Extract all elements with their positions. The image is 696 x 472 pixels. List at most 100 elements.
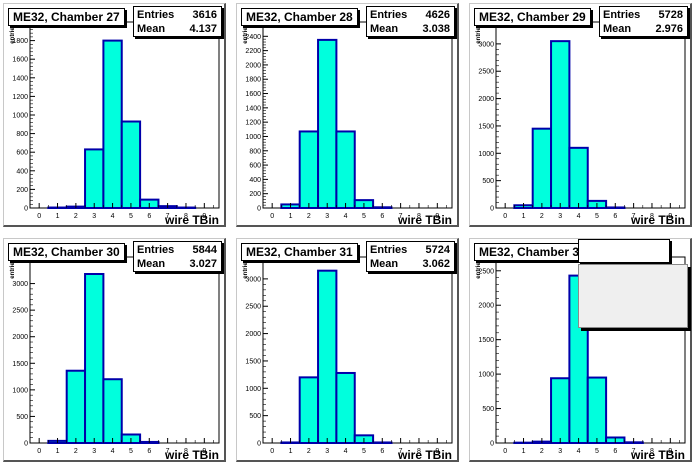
x-tick-label: 5: [362, 213, 366, 220]
stats-mean-row: Mean 3.038: [370, 22, 450, 36]
stats-entries-row: Entries 4626: [370, 8, 450, 23]
bar-bin-4: [335, 371, 356, 444]
bar-bin-2: [298, 376, 320, 444]
x-tick-label: 4: [577, 213, 581, 220]
x-tick-label: 5: [129, 448, 133, 455]
stats-mean-value: 3.038: [422, 23, 450, 35]
bar-bin-4: [102, 39, 123, 209]
x-tick-label: 8: [650, 213, 654, 220]
stats-entries-value: 5728: [658, 9, 683, 21]
stats-box: Entries 3616 Mean 4.137: [133, 6, 222, 37]
chart-title: ME32, Chamber 31: [241, 243, 358, 261]
chart-title: ME32, Chamber 28: [241, 8, 358, 26]
y-tick-label: 2500: [245, 304, 261, 311]
y-tick-label: 2000: [478, 96, 494, 103]
y-tick-label: 2000: [12, 334, 28, 341]
x-tick-label: 7: [399, 213, 403, 220]
x-tick-label: 8: [417, 448, 421, 455]
stats-mean-label: Mean: [137, 23, 166, 35]
stats-entries-label: Entries: [137, 9, 175, 21]
chart-title: ME32, Chamber 27: [8, 8, 125, 26]
y-tick-label: 2500: [12, 308, 28, 315]
pad-chamber-32: 0 500 1000 1500 2000 2500 0 1 2 3 4 5 6 7 8 9 wire TBin e…: [469, 238, 692, 462]
stats-mean-row: Mean 3.062: [370, 257, 450, 271]
x-axis-label: wire TBin: [164, 448, 219, 462]
bar-bin-2: [298, 130, 320, 209]
y-tick-label: 3000: [12, 281, 28, 288]
x-tick-label: 0: [270, 448, 274, 455]
x-tick-label: 1: [289, 448, 293, 455]
y-tick-label: 2500: [478, 268, 494, 275]
stats-mean-row: Mean 3.027: [137, 257, 217, 271]
x-tick-label: 9: [668, 213, 672, 220]
y-tick-label: 3000: [245, 276, 261, 283]
x-tick-label: 1: [522, 448, 526, 455]
x-tick-label: 7: [632, 448, 636, 455]
y-tick-label: 1000: [478, 372, 494, 379]
bar-bin-3: [84, 273, 105, 445]
y-tick-label: 1200: [12, 94, 28, 101]
stats-entries-row: Entries 5728: [603, 8, 683, 23]
y-tick-label: 500: [16, 414, 28, 421]
x-tick-label: 6: [613, 448, 617, 455]
y-tick-label: 1000: [478, 151, 494, 158]
x-tick-label: 1: [522, 213, 526, 220]
stats-box: Entries 5724 Mean 3.062: [366, 241, 455, 272]
x-tick-label: 9: [435, 213, 439, 220]
bar-bin-5: [120, 120, 142, 209]
y-tick-label: 600: [16, 150, 28, 157]
chart-title: ME32, Chamber 29: [474, 8, 591, 26]
x-tick-label: 3: [558, 213, 562, 220]
y-axis-label: entries: [243, 23, 249, 43]
y-tick-label: 2400: [245, 34, 261, 41]
x-tick-label: 3: [92, 448, 96, 455]
y-tick-label: 1200: [245, 120, 261, 127]
x-tick-label: 2: [74, 448, 78, 455]
bar-bin-3: [317, 38, 338, 210]
x-tick-label: 2: [307, 213, 311, 220]
x-tick-label: 6: [613, 213, 617, 220]
x-tick-label: 2: [74, 213, 78, 220]
y-tick-label: 2200: [245, 48, 261, 55]
x-tick-label: 4: [344, 213, 348, 220]
y-tick-label: 2000: [245, 331, 261, 338]
stats-entries-label: Entries: [370, 9, 408, 21]
y-tick-label: 1000: [245, 134, 261, 141]
x-tick-label: 7: [166, 213, 170, 220]
y-tick-label: 200: [249, 191, 261, 198]
bar-bin-5: [586, 376, 608, 444]
y-tick-label: 2000: [478, 303, 494, 310]
stats-entries-row: Entries 5724: [370, 243, 450, 258]
y-tick-label: 0: [24, 206, 28, 213]
x-axis-label: wire TBin: [164, 213, 219, 227]
x-tick-label: 3: [325, 213, 329, 220]
y-tick-label: 1000: [245, 386, 261, 393]
x-tick-label: 2: [540, 213, 544, 220]
x-tick-label: 2: [540, 448, 544, 455]
x-tick-label: 0: [503, 213, 507, 220]
bar-bin-4: [568, 146, 589, 210]
y-tick-label: 400: [16, 168, 28, 175]
x-tick-label: 4: [111, 213, 115, 220]
x-tick-label: 0: [37, 448, 41, 455]
bar-bin-3: [84, 148, 105, 210]
y-tick-label: 600: [249, 163, 261, 170]
pad-chamber-29: 0 500 1000 1500 2000 2500 3000 0 1 2 3 4 5 6 7 8 9 wire T…: [469, 3, 692, 227]
x-tick-label: 9: [202, 213, 206, 220]
y-axis-label: entries: [476, 258, 482, 278]
x-tick-label: 4: [577, 448, 581, 455]
histogram-svg: 0 200 400 600 800 1000 1200 1400 1600 1800 2000 220…: [243, 21, 453, 227]
y-tick-label: 1600: [12, 57, 28, 64]
x-tick-label: 1: [56, 448, 60, 455]
y-tick-label: 500: [249, 413, 261, 420]
y-tick-label: 1500: [478, 337, 494, 344]
stats-mean-label: Mean: [370, 258, 399, 270]
stats-entries-value: 5844: [192, 244, 217, 256]
x-tick-label: 8: [650, 448, 654, 455]
y-tick-label: 2000: [245, 62, 261, 69]
y-tick-label: 0: [490, 206, 494, 213]
